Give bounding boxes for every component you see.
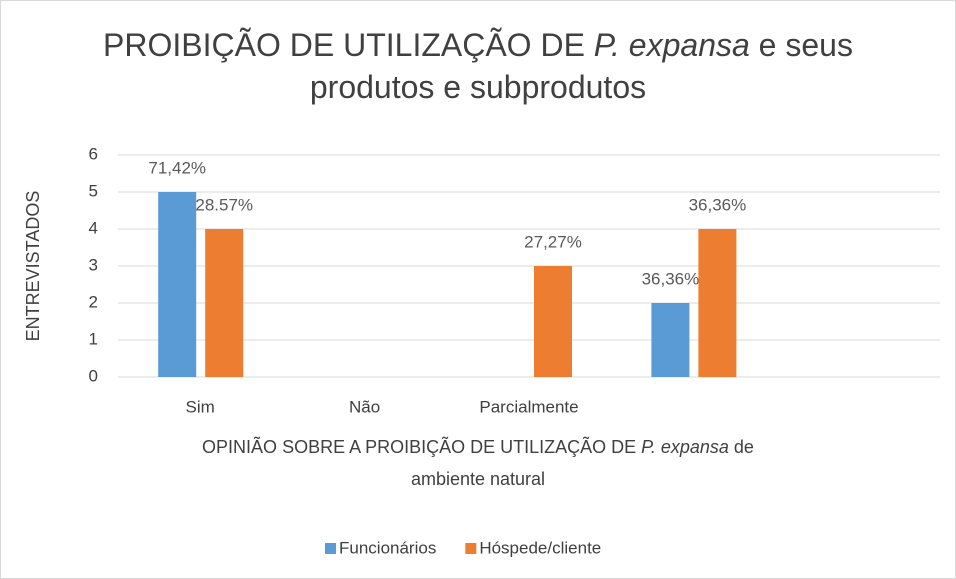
y-tick-label: 6 xyxy=(89,144,98,163)
x-axis-label-part: ambiente natural xyxy=(411,469,545,489)
chart-title-part: PROIBIÇÃO DE UTILIZAÇÃO DE xyxy=(103,27,594,63)
data-label: 27,27% xyxy=(524,232,582,251)
legend-label: Hóspede/cliente xyxy=(479,538,601,557)
bar xyxy=(534,266,572,377)
legend-label: Funcionários xyxy=(339,538,436,557)
bar xyxy=(158,192,197,377)
y-axis-label: ENTREVISTADOS xyxy=(23,191,43,342)
chart-title-part: produtos e subprodutos xyxy=(310,69,646,105)
y-tick-label: 0 xyxy=(89,366,98,385)
x-axis-label: OPINIÃO SOBRE A PROIBIÇÃO DE UTILIZAÇÃO … xyxy=(202,436,754,457)
legend-swatch xyxy=(325,543,336,554)
y-tick-label: 3 xyxy=(89,255,98,274)
chart-title: produtos e subprodutos xyxy=(310,69,646,105)
chart-title: PROIBIÇÃO DE UTILIZAÇÃO DE P. expansa e … xyxy=(103,27,853,63)
x-axis-label-part: OPINIÃO SOBRE A PROIBIÇÃO DE UTILIZAÇÃO … xyxy=(202,436,641,457)
x-axis-label: ambiente natural xyxy=(411,469,545,489)
x-axis-label-part: P. expansa xyxy=(641,437,729,457)
chart-title-part: P. expansa xyxy=(594,27,750,63)
y-tick-label: 2 xyxy=(89,292,98,311)
chart-title-part: e seus xyxy=(750,27,853,63)
y-tick-label: 5 xyxy=(89,181,98,200)
data-label: 28.57% xyxy=(195,195,253,214)
bar xyxy=(698,229,737,377)
data-label: 36,36% xyxy=(642,269,700,288)
data-label: 71,42% xyxy=(148,158,206,177)
y-tick-label: 4 xyxy=(89,218,98,237)
x-axis-label-part: de xyxy=(729,437,754,457)
x-tick-label: Parcialmente xyxy=(479,397,578,416)
y-tick-label: 1 xyxy=(89,329,98,348)
x-tick-label: Não xyxy=(349,397,380,416)
legend-swatch xyxy=(465,543,477,554)
x-tick-label: Sim xyxy=(186,397,215,416)
bar xyxy=(651,303,690,377)
data-label: 36,36% xyxy=(689,195,747,214)
bar xyxy=(205,229,244,377)
